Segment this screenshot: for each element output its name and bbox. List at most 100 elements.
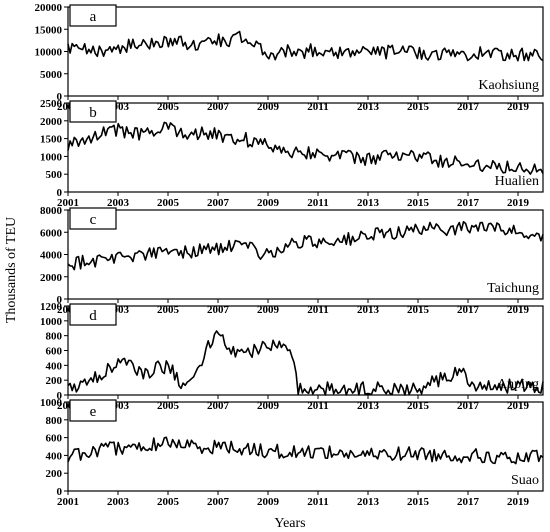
x-tick-label: 2009 bbox=[257, 101, 280, 113]
y-tick-label: 400 bbox=[46, 450, 63, 462]
y-tick-label: 20000 bbox=[35, 2, 63, 14]
x-tick-label: 2005 bbox=[157, 496, 180, 508]
y-tick-label: 8000 bbox=[40, 205, 63, 217]
y-axis-label: Thousands of TEU bbox=[4, 217, 19, 323]
x-tick-label: 2013 bbox=[357, 400, 380, 412]
x-tick-label: 2009 bbox=[257, 400, 280, 412]
x-axis-label: Years bbox=[274, 516, 305, 531]
y-tick-label: 0 bbox=[57, 486, 63, 498]
x-tick-label: 2017 bbox=[457, 400, 480, 412]
x-tick-label: 2009 bbox=[257, 304, 280, 316]
station-label: Suao bbox=[511, 473, 539, 488]
panel-b: 0 500 1000 1500 2000 2500 2001 2003 2005 2007 2009… bbox=[40, 98, 544, 209]
x-tick-label: 2015 bbox=[407, 304, 430, 316]
panel-letter: c bbox=[90, 212, 97, 228]
series-line-hualien bbox=[67, 121, 544, 175]
y-tick-label: 800 bbox=[46, 415, 63, 427]
x-tick-label: 2015 bbox=[407, 101, 430, 113]
y-tick-label: 1500 bbox=[40, 134, 63, 146]
x-tick-label: 2007 bbox=[207, 400, 230, 412]
y-tick-label: 1200 bbox=[40, 301, 63, 313]
y-tick-label: 1000 bbox=[40, 151, 63, 163]
y-tick-label: 800 bbox=[46, 331, 63, 343]
x-tick-label: 2019 bbox=[507, 197, 530, 209]
x-tick-label: 2017 bbox=[457, 304, 480, 316]
y-tick-label: 2000 bbox=[40, 272, 63, 284]
panel-letter: a bbox=[90, 9, 97, 25]
x-tick-label: 2019 bbox=[507, 101, 530, 113]
panel-letter: d bbox=[89, 308, 97, 324]
y-tick-label: 4000 bbox=[40, 250, 63, 262]
x-tick-label: 2011 bbox=[307, 304, 328, 316]
panel-letter-box bbox=[69, 207, 117, 230]
y-tick-label: 6000 bbox=[40, 227, 63, 239]
y-tick-label: 5000 bbox=[40, 69, 63, 81]
y-tick-label: 0 bbox=[57, 187, 63, 199]
panel-letter: e bbox=[90, 404, 97, 420]
y-tick-label: 1000 bbox=[40, 316, 63, 328]
y-tick-label: 200 bbox=[46, 468, 63, 480]
x-tick-label: 2011 bbox=[307, 496, 328, 508]
x-tick-label: 2003 bbox=[107, 496, 130, 508]
x-tick-label: 2005 bbox=[157, 400, 180, 412]
y-tick-label: 1000 bbox=[40, 397, 63, 409]
panel-letter-box bbox=[69, 303, 117, 326]
panel-letter-box bbox=[69, 4, 117, 27]
series-line-kaohsiung bbox=[67, 30, 544, 62]
x-tick-label: 2007 bbox=[207, 101, 230, 113]
x-tick-label: 2017 bbox=[457, 101, 480, 113]
plot-frame bbox=[67, 102, 544, 193]
panel-letter-box bbox=[69, 399, 117, 422]
x-tick-label: 2013 bbox=[357, 197, 380, 209]
x-tick-label: 2013 bbox=[357, 101, 380, 113]
x-tick-label: 2003 bbox=[107, 197, 130, 209]
station-label: Kaohsiung bbox=[478, 78, 539, 93]
panel-letter: b bbox=[89, 105, 97, 121]
x-tick-label: 2007 bbox=[207, 496, 230, 508]
plot-frame bbox=[67, 209, 544, 300]
x-tick-label: 2013 bbox=[357, 496, 380, 508]
x-tick-label: 2009 bbox=[257, 197, 280, 209]
x-tick-label: 2019 bbox=[507, 496, 530, 508]
y-tick-label: 2500 bbox=[40, 98, 63, 110]
x-tick-label: 2007 bbox=[207, 197, 230, 209]
x-tick-label: 2017 bbox=[457, 496, 480, 508]
y-tick-label: 0 bbox=[57, 91, 63, 103]
x-tick-label: 2005 bbox=[157, 304, 180, 316]
y-tick-label: 0 bbox=[57, 390, 63, 402]
x-tick-label: 2015 bbox=[407, 496, 430, 508]
panel-letter-box bbox=[69, 100, 117, 123]
x-tick-label: 2005 bbox=[157, 101, 180, 113]
x-tick-label: 2019 bbox=[507, 400, 530, 412]
x-tick-label: 2017 bbox=[457, 197, 480, 209]
x-tick-label: 2011 bbox=[307, 197, 328, 209]
station-label: Hualien bbox=[495, 174, 539, 189]
y-tick-label: 2000 bbox=[40, 116, 63, 128]
series-line-anping bbox=[67, 330, 544, 396]
y-tick-label: 0 bbox=[57, 294, 63, 306]
x-tick-label: 2011 bbox=[307, 400, 328, 412]
x-tick-label: 2013 bbox=[357, 304, 380, 316]
x-tick-label: 2015 bbox=[407, 400, 430, 412]
y-tick-label: 200 bbox=[46, 375, 63, 387]
x-tick-label: 2009 bbox=[257, 496, 280, 508]
panel-e: 0 200 400 600 800 1000 2001 2003 2005 2007 2009 201… bbox=[40, 397, 544, 508]
station-label: Anping bbox=[497, 377, 539, 392]
series-line-taichung bbox=[67, 221, 544, 271]
x-tick-label: 2011 bbox=[307, 101, 328, 113]
y-tick-label: 10000 bbox=[35, 47, 63, 59]
y-tick-label: 600 bbox=[46, 346, 63, 358]
x-tick-label: 2001 bbox=[57, 197, 79, 209]
y-tick-label: 600 bbox=[46, 433, 63, 445]
x-tick-label: 2015 bbox=[407, 197, 430, 209]
y-tick-label: 400 bbox=[46, 360, 63, 372]
series-line-suao bbox=[67, 436, 544, 465]
x-tick-label: 2005 bbox=[157, 197, 180, 209]
plot-frame bbox=[67, 401, 544, 492]
y-tick-label: 500 bbox=[46, 169, 63, 181]
